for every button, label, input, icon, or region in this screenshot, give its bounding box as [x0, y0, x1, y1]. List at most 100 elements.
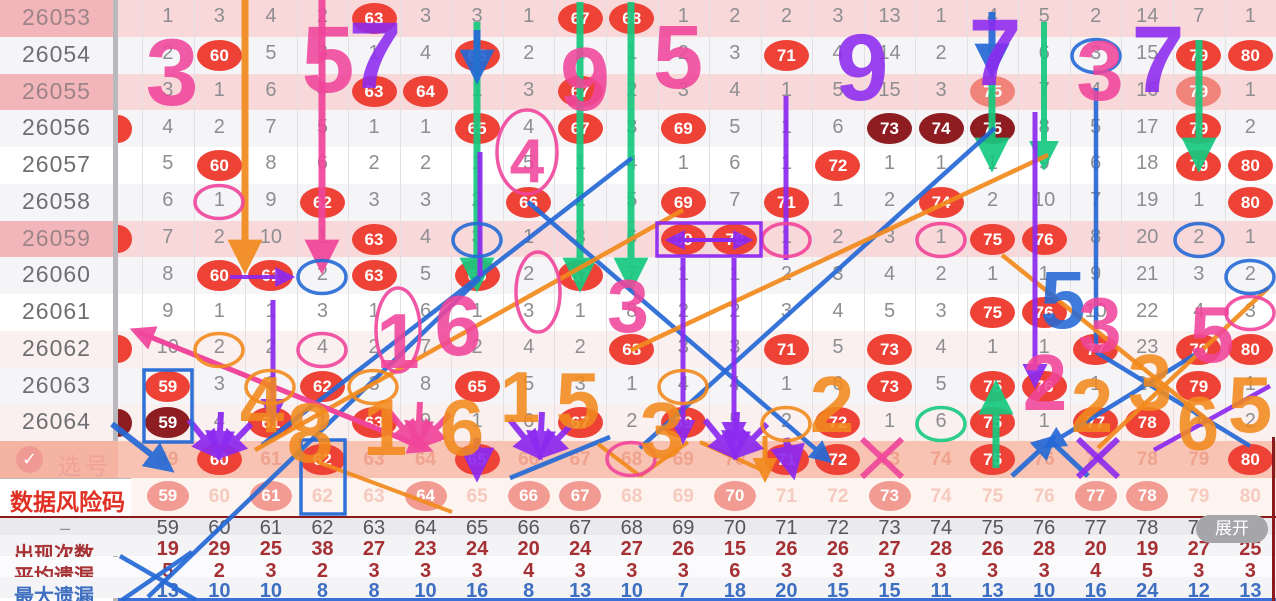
- grid-cell: 2: [780, 5, 792, 28]
- ball: 74: [918, 113, 964, 145]
- grid-cell: 2: [935, 42, 947, 65]
- edge-partial-ball: [118, 335, 132, 364]
- grid-cell: 6: [523, 409, 535, 432]
- grid-cell: 2: [1090, 5, 1102, 28]
- pick-number-ball[interactable]: 80: [1227, 444, 1273, 476]
- grid-cell: 5: [626, 189, 638, 212]
- scroll-strip[interactable]: [113, 0, 118, 601]
- grid-cell: 8: [265, 152, 277, 175]
- grid-cell: 3: [368, 373, 380, 396]
- grid-row-bg: [118, 0, 1276, 37]
- grid-cell: 1: [987, 262, 999, 285]
- pick-number[interactable]: 59: [157, 449, 179, 471]
- grid-cell: 5: [832, 336, 844, 359]
- grid-cell: 1: [729, 262, 741, 285]
- stats-value: 3: [780, 560, 792, 582]
- grid-cell: 4: [883, 262, 896, 285]
- pick-number[interactable]: 70: [724, 449, 746, 471]
- grid-cell: 8: [419, 373, 432, 396]
- risk-number: 71: [775, 486, 797, 508]
- grid-cell: 3: [832, 262, 844, 285]
- expand-button[interactable]: 展开: [1196, 515, 1268, 543]
- grid-cell: 3: [162, 78, 174, 101]
- pick-number[interactable]: 74: [930, 449, 952, 471]
- pick-number[interactable]: 64: [414, 449, 437, 471]
- pick-number[interactable]: 73: [878, 449, 901, 471]
- grid-cell: 2: [780, 262, 792, 285]
- grid-cell: 6: [626, 226, 638, 249]
- pick-number[interactable]: 76: [1033, 449, 1055, 471]
- grid-cell: 1: [265, 299, 277, 322]
- grid-cell: 7: [729, 189, 741, 212]
- pick-number[interactable]: 79: [1188, 449, 1210, 471]
- stats-header-label: –: [59, 518, 70, 538]
- pick-number-ball[interactable]: 71: [763, 444, 809, 476]
- grid-cell: 1: [574, 152, 586, 175]
- grid-cell: 6: [419, 299, 432, 322]
- grid-cell: 14: [878, 42, 901, 65]
- pick-number-ball[interactable]: 60: [196, 444, 242, 476]
- pick-number[interactable]: 63: [363, 449, 385, 471]
- pick-number[interactable]: 77: [1085, 449, 1107, 471]
- grid-cell: 3: [729, 336, 741, 359]
- grid-cell: 2: [213, 226, 225, 249]
- pick-number-ball[interactable]: 65: [454, 444, 500, 476]
- grid-cell: 1: [780, 373, 792, 396]
- pick-number[interactable]: 61: [260, 449, 282, 471]
- stats-value: 18: [723, 580, 746, 601]
- ball: 62: [299, 186, 345, 218]
- column-separator: [709, 0, 711, 516]
- pick-number[interactable]: 69: [672, 449, 694, 471]
- period-label: 26061: [22, 298, 91, 325]
- grid-cell: 1: [1193, 189, 1205, 212]
- period-row-bg: [0, 36, 113, 74]
- ball: 76: [1021, 223, 1067, 255]
- grid-cell: 5: [1090, 115, 1102, 138]
- grid-cell: 1: [1038, 336, 1050, 359]
- ball: 76: [1021, 297, 1067, 329]
- pick-number[interactable]: 68: [621, 449, 643, 471]
- stats-value: 3: [883, 560, 896, 582]
- grid-cell: 3: [780, 299, 792, 322]
- pick-number[interactable]: 67: [569, 449, 591, 471]
- grid-cell: 1: [471, 409, 483, 432]
- grid-cell: 13: [878, 5, 901, 28]
- stats-value: 20: [1084, 538, 1107, 560]
- grid-cell: 6: [1090, 152, 1102, 175]
- ball: 63: [351, 2, 397, 34]
- grid-cell: 1: [1038, 262, 1050, 285]
- ball: 69: [660, 113, 706, 145]
- pick-number[interactable]: 78: [1136, 449, 1158, 471]
- grid-cell: 3: [213, 5, 225, 28]
- risk-number-ball: 64: [404, 481, 447, 512]
- grid-cell: 18: [1136, 152, 1159, 175]
- stats-header-value: 69: [672, 517, 695, 539]
- stats-value: 20: [517, 538, 540, 560]
- grid-cell: 7: [626, 262, 638, 285]
- grid-cell: 5: [265, 42, 277, 65]
- grid-cell: 4: [265, 5, 277, 28]
- grid-cell: 2: [523, 262, 535, 285]
- column-separator: [245, 0, 247, 516]
- risk-number: 62: [311, 486, 333, 508]
- grid-cell: 1: [780, 152, 792, 175]
- stats-value: 27: [620, 538, 643, 560]
- grid-cell: 6: [1038, 42, 1050, 65]
- stats-header-value: 70: [723, 517, 746, 539]
- grid-cell: 1: [677, 152, 689, 175]
- grid-cell: 7: [1090, 189, 1102, 212]
- stats-value: 3: [935, 560, 947, 582]
- risk-number-ball: 77: [1074, 481, 1117, 512]
- grid-cell: 7: [265, 115, 277, 138]
- edge-partial-ball: [118, 225, 132, 254]
- grid-cell: 1: [935, 5, 947, 28]
- grid-cell: 8: [1090, 226, 1102, 249]
- ball: 63: [351, 223, 397, 255]
- column-separator: [657, 0, 659, 516]
- stats-value: 19: [1136, 538, 1159, 560]
- check-circle-icon[interactable]: ✓: [16, 446, 43, 474]
- grid-cell: 2: [832, 226, 844, 249]
- ball: 68: [609, 333, 655, 365]
- pick-number[interactable]: 66: [518, 449, 540, 471]
- ball: 74: [918, 186, 964, 218]
